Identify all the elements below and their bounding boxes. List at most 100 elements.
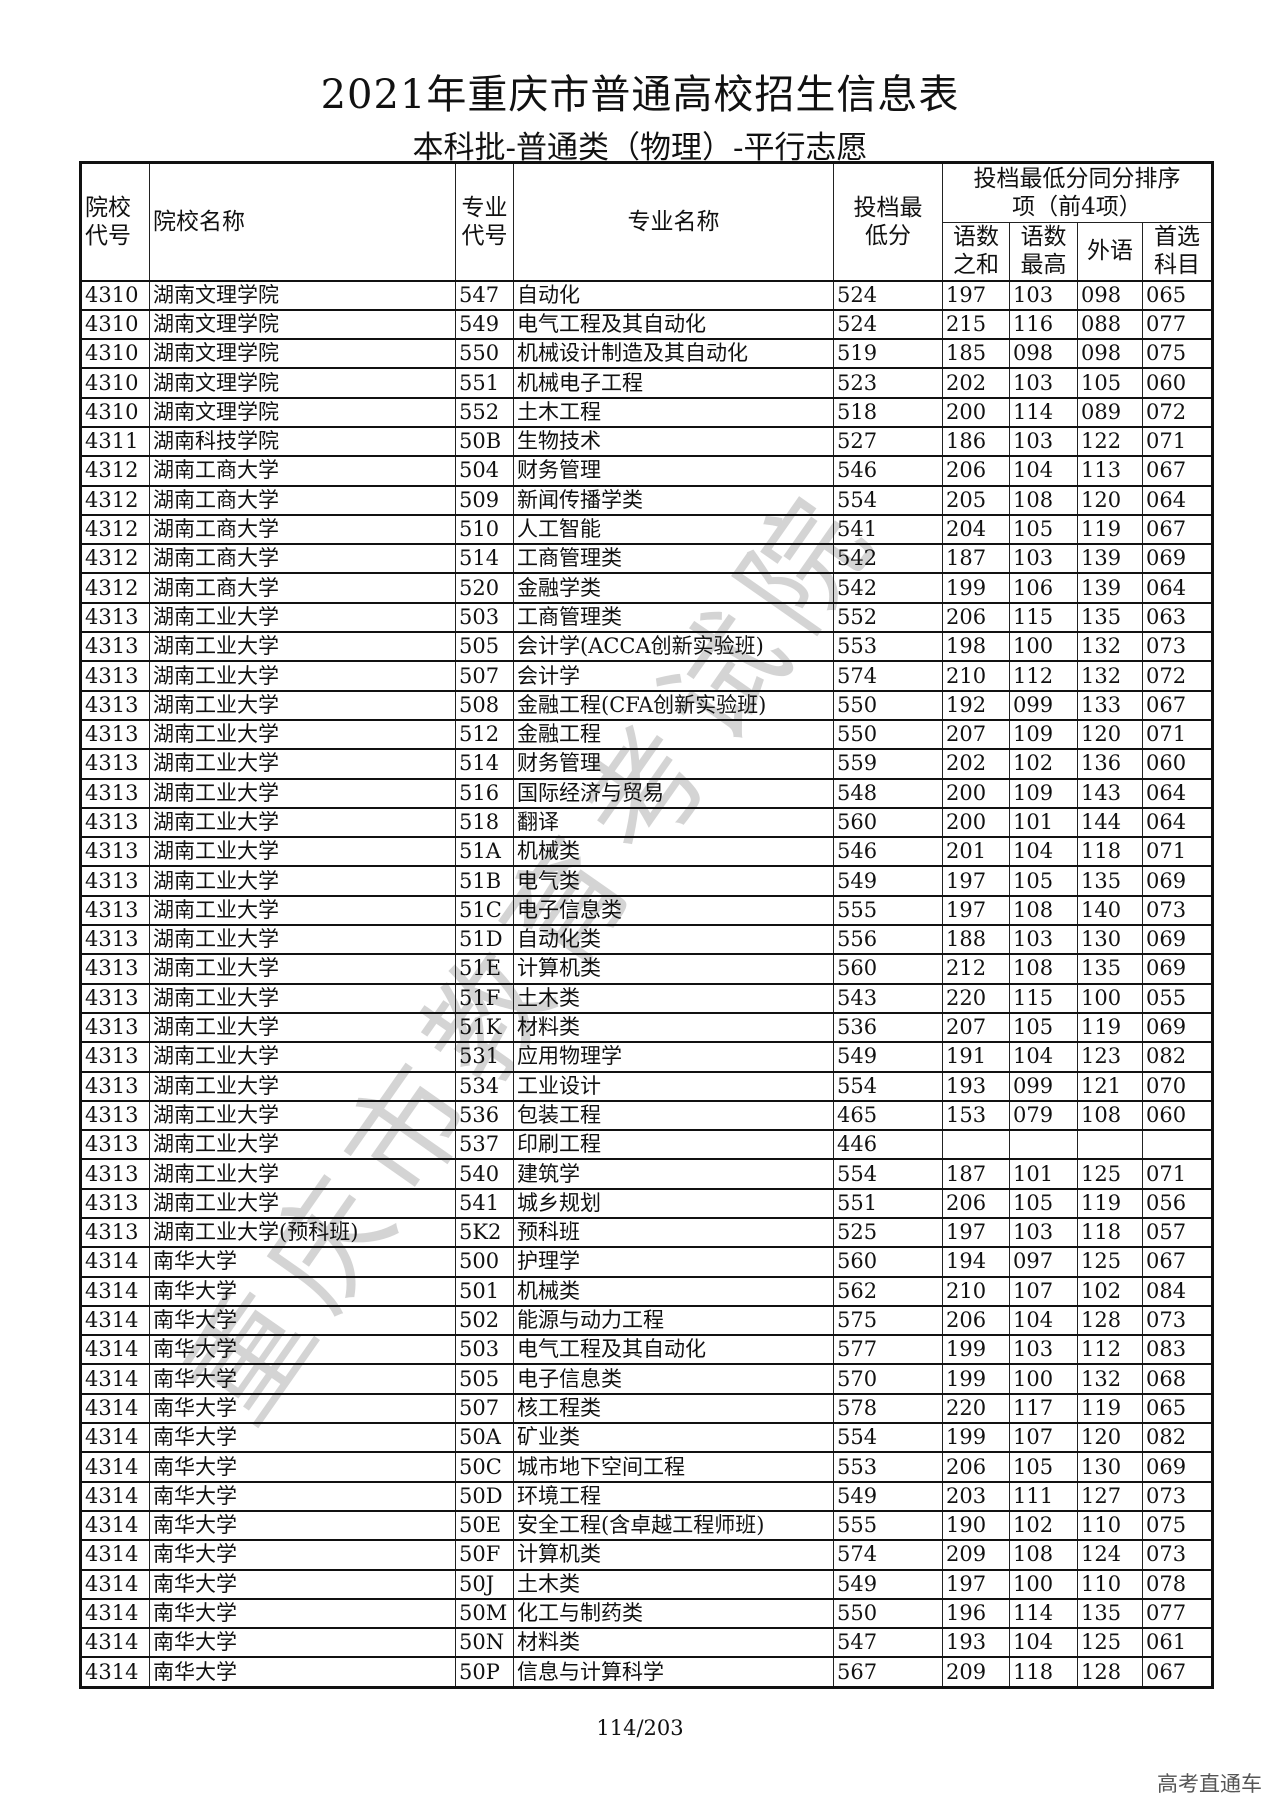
cell-first-subject: 075 [1142, 338, 1213, 369]
cell-school-name: 南华大学 [149, 1451, 456, 1483]
cell-major-name: 自动化类 [513, 924, 834, 955]
cell-school-code: 4312 [80, 455, 150, 487]
cell-major-code: 51B [455, 865, 514, 897]
cell-major-name: 工商管理类 [513, 543, 834, 574]
cell-major-name: 财务管理 [513, 455, 834, 487]
cell-sum-chinese-math: 212 [942, 953, 1010, 985]
cell-school-name: 南华大学 [149, 1539, 456, 1571]
cell-school-code: 4313 [80, 953, 150, 985]
table-row: 4313 湖南工业大学 51D 自动化类 556 188 103 130 069 [80, 924, 1213, 955]
cell-school-name: 南华大学 [149, 1363, 456, 1395]
table-row: 4314 南华大学 50P 信息与计算科学 567 209 118 128 067 [80, 1656, 1213, 1688]
table-row: 4313 湖南工业大学 514 财务管理 559 202 102 136 060 [80, 748, 1213, 780]
cell-major-name: 金融工程(CFA创新实验班) [513, 690, 834, 721]
cell-school-name: 湖南工商大学 [149, 572, 456, 604]
cell-sum-chinese-math: 197 [942, 895, 1010, 926]
cell-min-score: 542 [833, 543, 943, 574]
table-row: 4313 湖南工业大学 541 城乡规划 551 206 105 119 056 [80, 1188, 1213, 1219]
cell-sum-chinese-math: 206 [942, 1451, 1010, 1483]
cell-school-name: 湖南工业大学 [149, 1012, 456, 1043]
cell-foreign-language: 130 [1077, 1451, 1143, 1483]
cell-first-subject: 071 [1142, 426, 1213, 457]
cell-max-chinese-math: 103 [1009, 1217, 1078, 1248]
cell-foreign-language: 139 [1077, 572, 1143, 604]
cell-min-score: 554 [833, 1422, 943, 1453]
cell-major-name: 计算机类 [513, 953, 834, 985]
cell-school-name: 湖南文理学院 [149, 309, 456, 340]
cell-min-score: 543 [833, 983, 943, 1014]
cell-major-code: 547 [455, 279, 514, 311]
cell-min-score: 555 [833, 1510, 943, 1541]
cell-foreign-language: 132 [1077, 1363, 1143, 1395]
cell-major-name: 应用物理学 [513, 1041, 834, 1073]
cell-max-chinese-math: 099 [1009, 690, 1078, 721]
cell-sum-chinese-math: 153 [942, 1100, 1010, 1131]
cell-school-name: 湖南文理学院 [149, 279, 456, 311]
cell-max-chinese-math: 114 [1009, 1598, 1078, 1629]
cell-major-code: 500 [455, 1246, 514, 1278]
cell-school-code: 4313 [80, 602, 150, 633]
cell-school-code: 4312 [80, 485, 150, 516]
cell-major-code: 518 [455, 807, 514, 838]
table-row: 4313 湖南工业大学 540 建筑学 554 187 101 125 071 [80, 1158, 1213, 1190]
cell-sum-chinese-math: 186 [942, 426, 1010, 457]
cell-max-chinese-math: 103 [1009, 426, 1078, 457]
cell-school-code: 4310 [80, 338, 150, 369]
cell-max-chinese-math: 100 [1009, 1569, 1078, 1600]
cell-major-code: 541 [455, 1188, 514, 1219]
cell-major-code: 503 [455, 1334, 514, 1365]
cell-major-code: 504 [455, 455, 514, 487]
cell-major-name: 城乡规划 [513, 1188, 834, 1219]
cell-sum-chinese-math: 197 [942, 279, 1010, 311]
cell-foreign-language: 102 [1077, 1276, 1143, 1307]
cell-school-name: 南华大学 [149, 1510, 456, 1541]
cell-foreign-language: 136 [1077, 748, 1143, 780]
cell-foreign-language: 125 [1077, 1158, 1143, 1190]
table-row: 4313 湖南工业大学 531 应用物理学 549 191 104 123 082 [80, 1041, 1213, 1073]
cell-max-chinese-math: 100 [1009, 631, 1078, 662]
cell-first-subject: 083 [1142, 1334, 1213, 1365]
cell-major-code: 552 [455, 397, 514, 428]
cell-sum-chinese-math: 197 [942, 1569, 1010, 1600]
cell-max-chinese-math: 105 [1009, 1188, 1078, 1219]
cell-max-chinese-math: 103 [1009, 279, 1078, 311]
cell-max-chinese-math: 103 [1009, 924, 1078, 955]
cell-school-name: 湖南工业大学 [149, 631, 456, 662]
cell-school-name: 湖南工业大学 [149, 660, 456, 692]
cell-sum-chinese-math: 199 [942, 572, 1010, 604]
cell-first-subject: 065 [1142, 279, 1213, 311]
cell-min-score: 525 [833, 1217, 943, 1248]
table-row: 4314 南华大学 501 机械类 562 210 107 102 084 [80, 1276, 1213, 1307]
table-row: 4314 南华大学 50C 城市地下空间工程 553 206 105 130 069 [80, 1451, 1213, 1483]
cell-foreign-language: 130 [1077, 924, 1143, 955]
cell-min-score: 446 [833, 1129, 943, 1160]
cell-school-name: 湖南工业大学 [149, 748, 456, 780]
cell-school-code: 4314 [80, 1598, 150, 1629]
table-row: 4314 南华大学 507 核工程类 578 220 117 119 065 [80, 1393, 1213, 1424]
cell-foreign-language: 121 [1077, 1071, 1143, 1102]
cell-major-code: 508 [455, 690, 514, 721]
cell-min-score: 518 [833, 397, 943, 428]
table-row: 4312 湖南工商大学 520 金融学类 542 199 106 139 064 [80, 572, 1213, 604]
cell-max-chinese-math: 108 [1009, 953, 1078, 985]
cell-major-code: 50J [455, 1569, 514, 1600]
cell-school-code: 4310 [80, 367, 150, 399]
cell-school-name: 湖南工业大学 [149, 602, 456, 633]
cell-max-chinese-math: 104 [1009, 836, 1078, 867]
cell-max-chinese-math: 105 [1009, 1012, 1078, 1043]
cell-foreign-language: 135 [1077, 865, 1143, 897]
cell-school-name: 南华大学 [149, 1656, 456, 1688]
cell-first-subject: 073 [1142, 1305, 1213, 1336]
cell-school-name: 南华大学 [149, 1393, 456, 1424]
cell-school-name: 湖南文理学院 [149, 338, 456, 369]
cell-sum-chinese-math: 193 [942, 1071, 1010, 1102]
cell-max-chinese-math: 103 [1009, 1334, 1078, 1365]
corner-watermark: 高考直通车 [1157, 1772, 1262, 1796]
cell-major-name: 安全工程(含卓越工程师班) [513, 1510, 834, 1541]
cell-school-name: 湖南工业大学 [149, 690, 456, 721]
cell-foreign-language: 128 [1077, 1305, 1143, 1336]
cell-min-score: 554 [833, 1158, 943, 1190]
table-row: 4314 南华大学 50D 环境工程 549 203 111 127 073 [80, 1481, 1213, 1512]
cell-first-subject: 060 [1142, 1100, 1213, 1131]
cell-max-chinese-math: 105 [1009, 865, 1078, 897]
